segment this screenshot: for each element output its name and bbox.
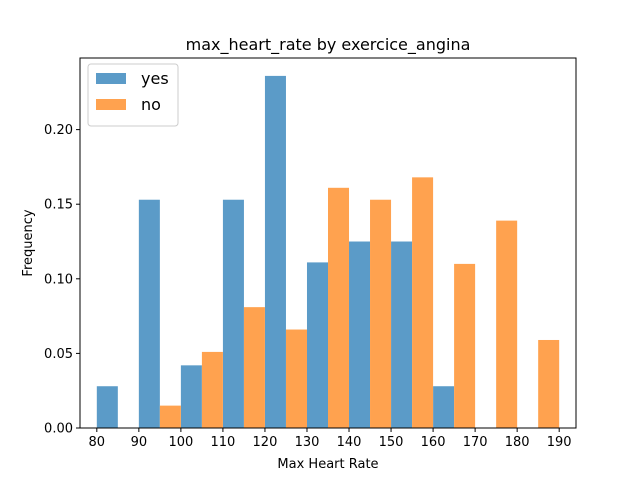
y-tick-label: 0.20 <box>44 123 73 138</box>
x-tick-label: 190 <box>547 435 572 450</box>
bar-no-120 <box>285 329 307 428</box>
x-tick-label: 120 <box>253 435 278 450</box>
y-tick-label: 0.00 <box>44 422 73 437</box>
y-tick-label: 0.05 <box>44 347 73 362</box>
bar-yes-150 <box>391 241 413 428</box>
legend: yes no <box>87 63 179 127</box>
x-tick-label: 150 <box>379 435 404 450</box>
bar-yes-80 <box>96 386 118 428</box>
bar-no-90 <box>159 405 181 428</box>
legend-swatch-no <box>96 99 126 110</box>
bar-yes-140 <box>349 241 371 428</box>
bar-yes-100 <box>180 365 202 428</box>
bar-no-130 <box>328 187 350 428</box>
bar-yes-90 <box>138 199 160 428</box>
legend-swatch-yes <box>96 73 126 84</box>
y-axis-label: Frequency <box>21 209 36 276</box>
y-tick-label: 0.10 <box>44 272 73 287</box>
x-tick-label: 140 <box>337 435 362 450</box>
chart-title: max_heart_rate by exercice_angina <box>186 35 471 55</box>
x-axis-label: Max Heart Rate <box>277 457 378 472</box>
x-tick-label: 160 <box>421 435 446 450</box>
bar-yes-130 <box>306 262 328 428</box>
bar-no-180 <box>538 339 560 428</box>
bar-no-170 <box>496 220 518 428</box>
x-tick-label: 130 <box>295 435 320 450</box>
y-axis-ticks: 0.00 0.05 0.10 0.15 0.20 <box>44 123 80 437</box>
axes-frame <box>79 57 577 429</box>
x-axis-ticks: 80 90 100 110 120 130 140 150 160 170 180 190 <box>89 428 572 450</box>
bar-no-140 <box>370 199 392 428</box>
x-tick-label: 170 <box>463 435 488 450</box>
legend-label-yes: yes <box>141 69 169 88</box>
bar-yes-120 <box>264 75 286 429</box>
bar-no-110 <box>243 307 265 428</box>
x-tick-label: 90 <box>131 435 148 450</box>
x-tick-label: 110 <box>211 435 236 450</box>
legend-label-no: no <box>141 95 161 114</box>
bars-group <box>96 75 560 429</box>
x-tick-label: 100 <box>168 435 193 450</box>
bar-no-100 <box>201 351 223 428</box>
bar-no-160 <box>454 263 476 428</box>
bar-yes-110 <box>222 199 244 428</box>
x-tick-label: 180 <box>505 435 530 450</box>
bar-yes-160 <box>433 386 455 428</box>
x-tick-label: 80 <box>89 435 106 450</box>
y-tick-label: 0.15 <box>44 198 73 213</box>
bar-no-150 <box>412 177 434 428</box>
